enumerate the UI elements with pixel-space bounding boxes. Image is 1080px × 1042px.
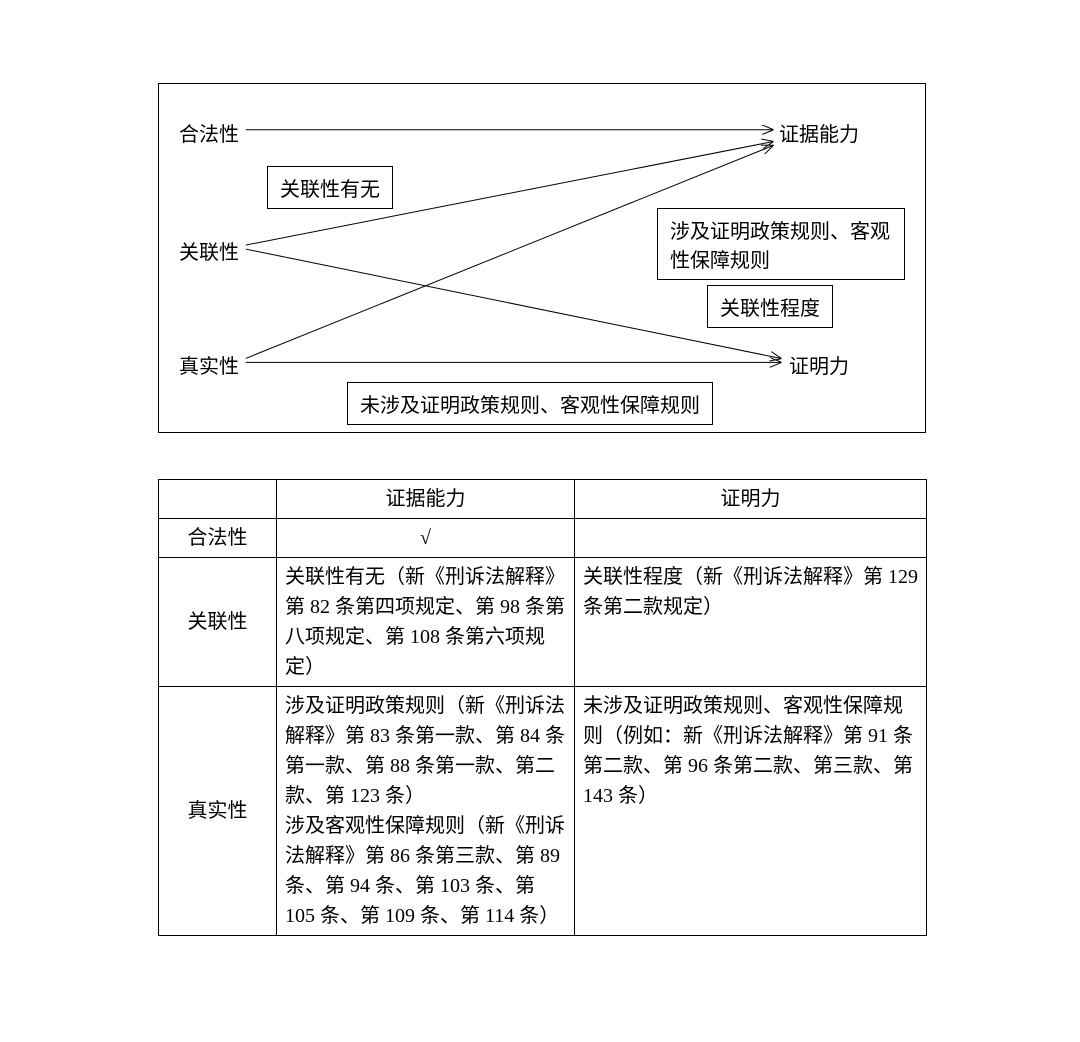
cell-evidence-capacity: 关联性有无（新《刑诉法解释》第 82 条第四项规定、第 98 条第八项规定、第 …	[277, 558, 575, 687]
table-row: 真实性涉及证明政策规则（新《刑诉法解释》第 83 条第一款、第 84 条第一款、…	[159, 687, 927, 936]
table-header-col3: 证明力	[575, 480, 927, 519]
box-policy-rules: 涉及证明政策规则、客观性保障规则	[657, 208, 905, 280]
cell-probative-force	[575, 519, 927, 558]
node-authenticity: 真实性	[179, 350, 239, 379]
evidence-table: 证据能力证明力合法性√关联性关联性有无（新《刑诉法解释》第 82 条第四项规定、…	[158, 479, 927, 936]
table-header-col1	[159, 480, 277, 519]
cell-probative-force: 关联性程度（新《刑诉法解释》第 129 条第二款规定）	[575, 558, 927, 687]
node-relevance: 关联性	[179, 236, 239, 265]
node-evidence-capacity: 证据能力	[779, 118, 859, 147]
node-legality: 合法性	[179, 118, 239, 147]
table-header-col2: 证据能力	[277, 480, 575, 519]
box-relevance-degree: 关联性程度	[707, 285, 833, 328]
cell-evidence-capacity: 涉及证明政策规则（新《刑诉法解释》第 83 条第一款、第 84 条第一款、第 8…	[277, 687, 575, 936]
box-no-policy-rules: 未涉及证明政策规则、客观性保障规则	[347, 382, 713, 425]
cell-probative-force: 未涉及证明政策规则、客观性保障规则（例如：新《刑诉法解释》第 91 条第二款、第…	[575, 687, 927, 936]
table-row: 关联性关联性有无（新《刑诉法解释》第 82 条第四项规定、第 98 条第八项规定…	[159, 558, 927, 687]
diagram-inner: 合法性 关联性 真实性 证据能力 证明力 关联性有无 涉及证明政策规则、客观性保…	[159, 84, 925, 432]
cell-evidence-capacity: √	[277, 519, 575, 558]
node-probative-force: 证明力	[789, 350, 849, 379]
row-header: 关联性	[159, 558, 277, 687]
table-row: 合法性√	[159, 519, 927, 558]
row-header: 合法性	[159, 519, 277, 558]
box-relevance-exist: 关联性有无	[267, 166, 393, 209]
diagram-container: 合法性 关联性 真实性 证据能力 证明力 关联性有无 涉及证明政策规则、客观性保…	[158, 83, 926, 433]
row-header: 真实性	[159, 687, 277, 936]
